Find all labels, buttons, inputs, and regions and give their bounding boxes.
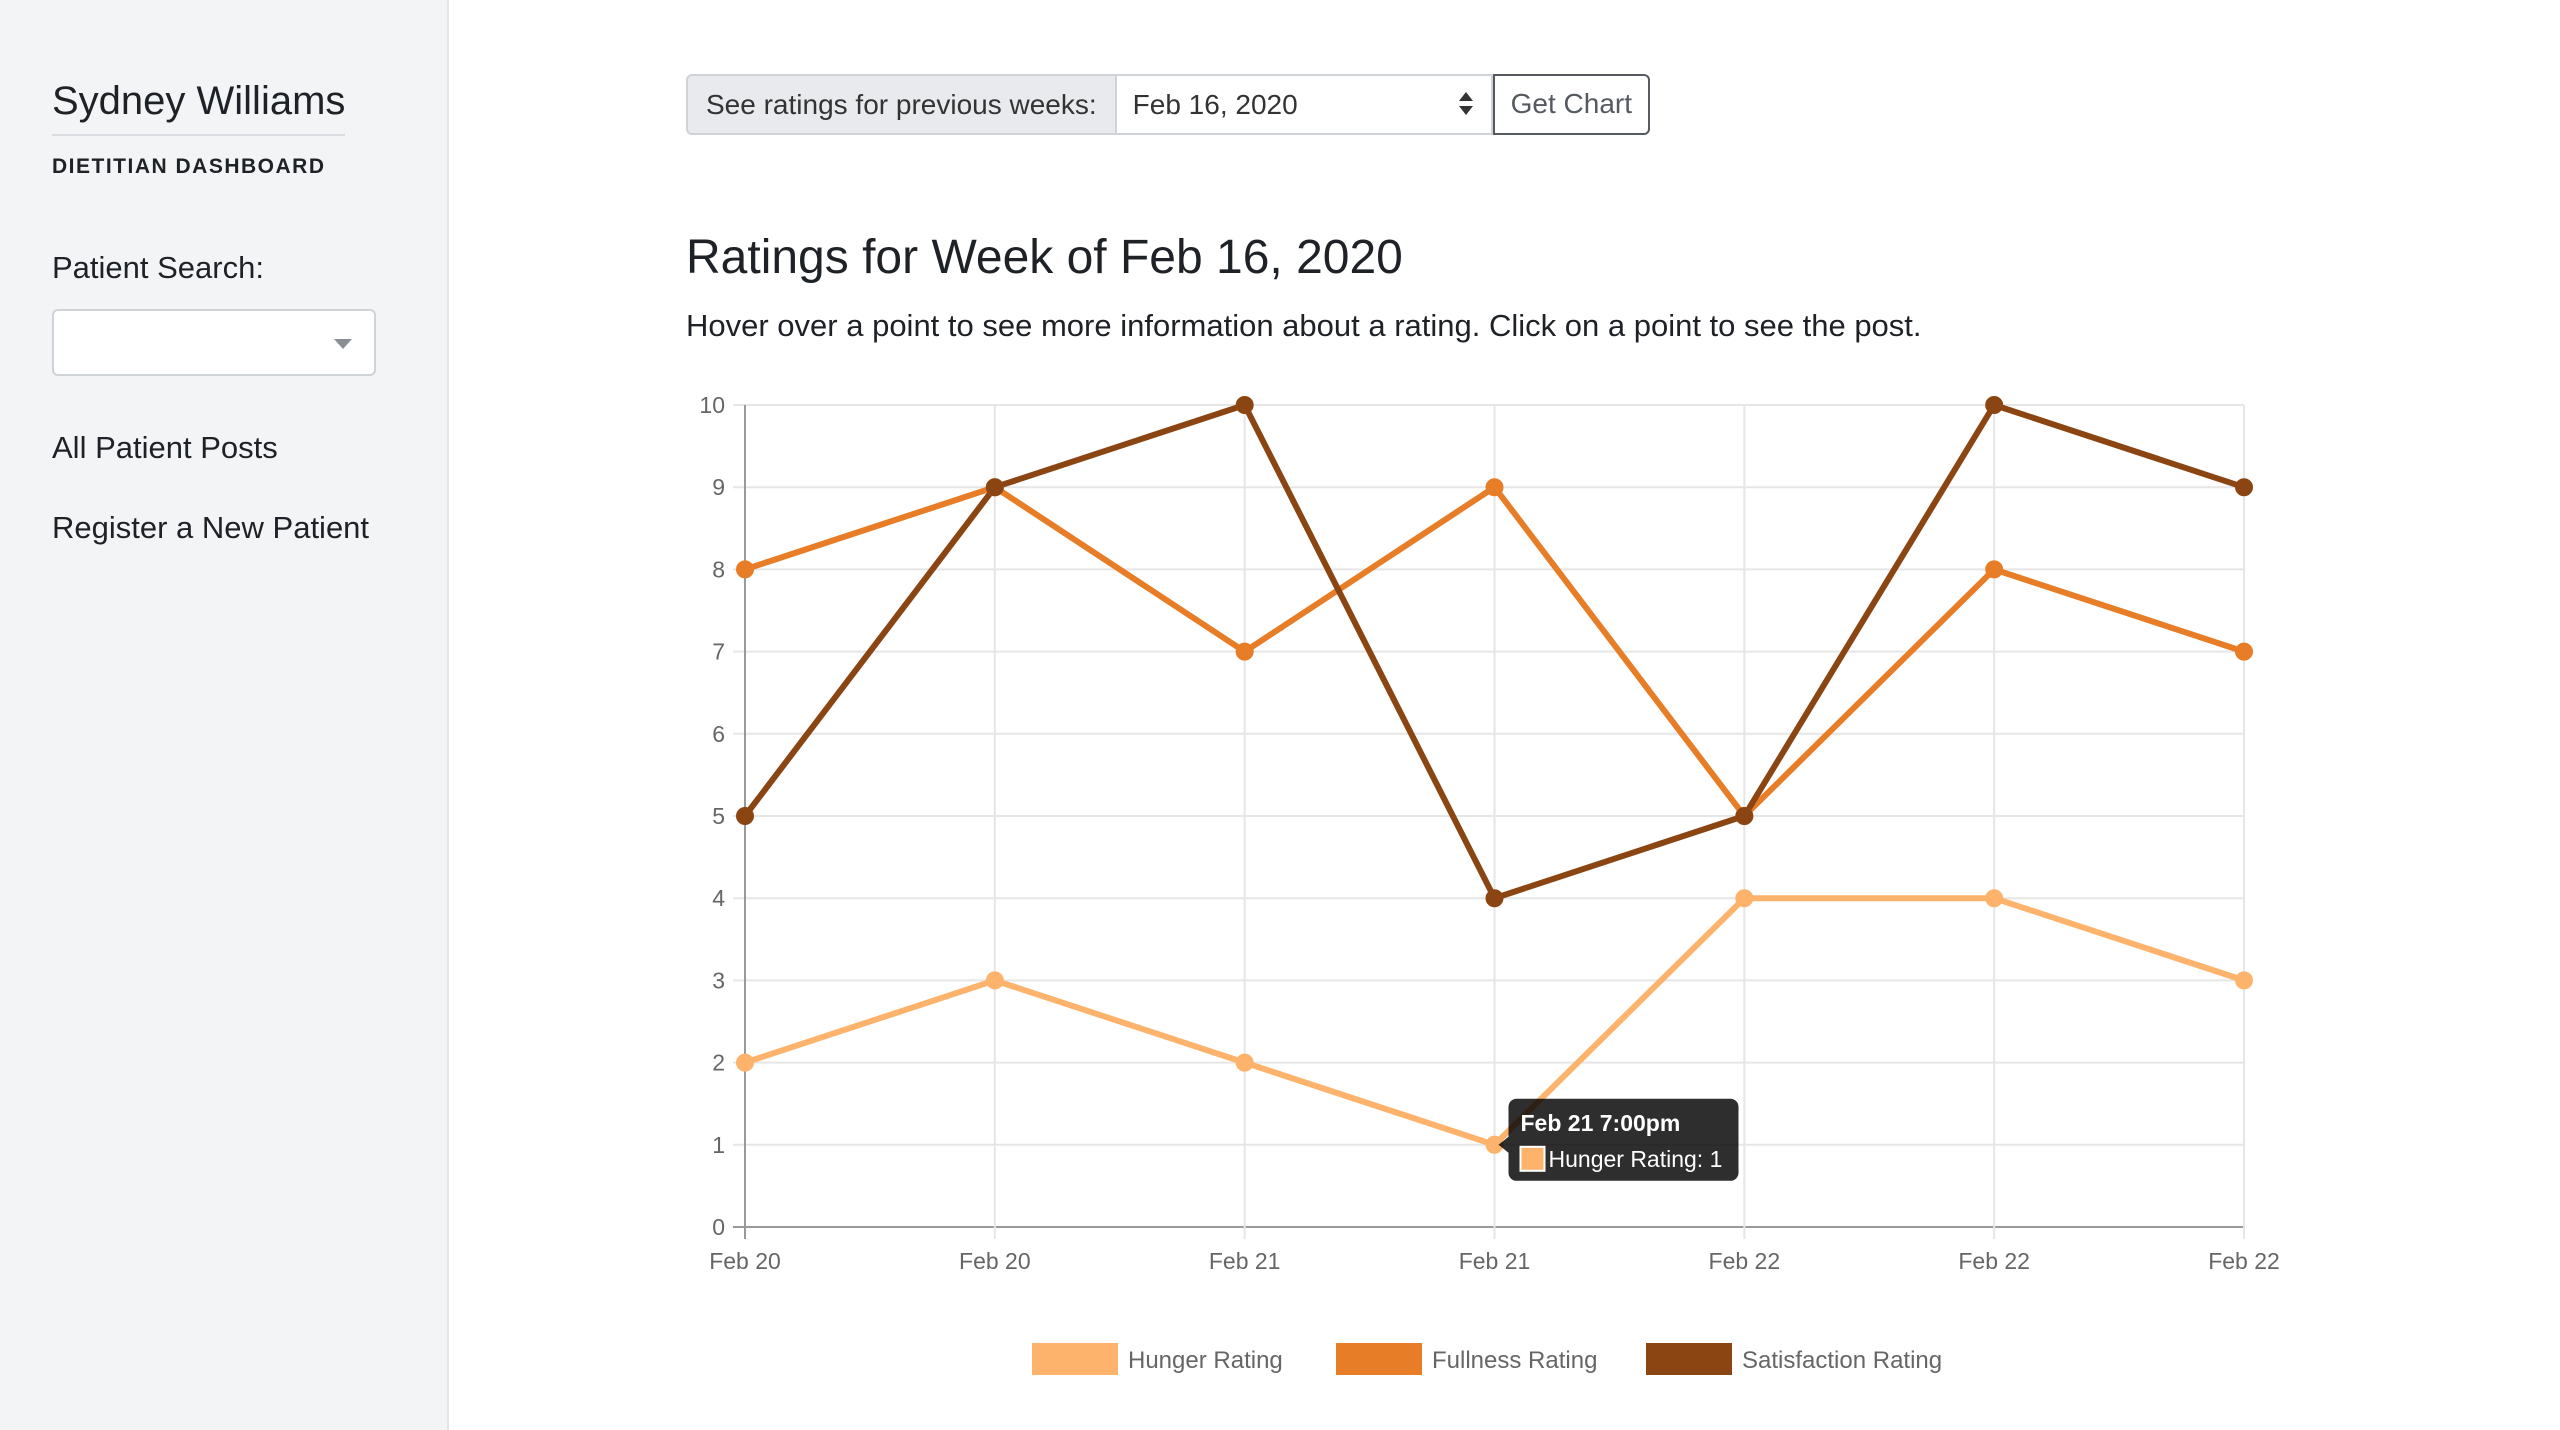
week-picker-label: See ratings for previous weeks: xyxy=(686,74,1115,135)
patient-search-select[interactable] xyxy=(52,309,376,376)
x-tick-label: Feb 20 xyxy=(709,1248,781,1274)
dashboard-label: DIETITIAN DASHBOARD xyxy=(52,155,326,178)
x-tick-label: Feb 20 xyxy=(959,1248,1031,1274)
sidebar: Sydney Williams DIETITIAN DASHBOARD Pati… xyxy=(0,0,449,1430)
data-point[interactable] xyxy=(2235,642,2253,661)
data-point[interactable] xyxy=(2235,971,2253,990)
data-point[interactable] xyxy=(1235,1053,1254,1072)
x-tick-label: Feb 21 xyxy=(1459,1248,1531,1274)
tooltip-title: Feb 21 7:00pm xyxy=(1521,1110,1681,1136)
patient-search-label: Patient Search: xyxy=(52,250,264,285)
tooltip-box xyxy=(1508,1098,1739,1181)
tooltip-swatch xyxy=(1519,1145,1546,1172)
y-tick-label: 6 xyxy=(712,721,725,747)
get-chart-button[interactable]: Get Chart xyxy=(1492,74,1651,135)
chevron-down-icon xyxy=(334,339,352,349)
week-select[interactable]: Feb 16, 2020 xyxy=(1114,74,1493,135)
week-picker: See ratings for previous weeks: Feb 16, … xyxy=(686,74,1651,135)
tooltip-label: Hunger Rating: 1 xyxy=(1549,1146,1723,1172)
week-select-value: Feb 16, 2020 xyxy=(1132,89,1298,120)
y-tick-label: 4 xyxy=(712,885,725,911)
data-point[interactable] xyxy=(1485,889,1504,908)
data-point[interactable] xyxy=(985,478,1004,497)
legend-swatch[interactable] xyxy=(1336,1343,1422,1375)
nav-all-patient-posts[interactable]: All Patient Posts xyxy=(52,430,278,465)
chart-instructions: Hover over a point to see more informati… xyxy=(686,308,1922,343)
y-tick-label: 10 xyxy=(699,392,725,418)
x-tick-label: Feb 21 xyxy=(1209,1248,1281,1274)
data-point[interactable] xyxy=(1985,396,2004,414)
data-point[interactable] xyxy=(736,807,754,825)
user-name: Sydney Williams xyxy=(52,76,346,136)
data-point[interactable] xyxy=(1985,560,2004,579)
data-point[interactable] xyxy=(2235,478,2253,497)
chart-title: Ratings for Week of Feb 16, 2020 xyxy=(686,231,1403,284)
x-tick-label: Feb 22 xyxy=(1958,1248,2030,1274)
y-tick-label: 9 xyxy=(712,474,725,500)
nav-register-new-patient[interactable]: Register a New Patient xyxy=(52,510,370,545)
data-point[interactable] xyxy=(736,560,754,579)
tooltip-caret xyxy=(1498,1136,1509,1153)
data-point[interactable] xyxy=(1735,807,1754,825)
data-point[interactable] xyxy=(1485,478,1504,497)
y-tick-label: 1 xyxy=(712,1132,725,1158)
y-tick-label: 7 xyxy=(712,639,725,665)
data-point[interactable] xyxy=(985,971,1004,990)
data-point[interactable] xyxy=(736,1053,754,1072)
x-tick-label: Feb 22 xyxy=(2208,1248,2280,1274)
y-tick-label: 0 xyxy=(712,1214,725,1240)
legend-label[interactable]: Hunger Rating xyxy=(1128,1347,1283,1374)
data-point[interactable] xyxy=(1235,642,1254,661)
legend-swatch[interactable] xyxy=(1032,1343,1118,1375)
legend-label[interactable]: Fullness Rating xyxy=(1432,1347,1597,1374)
data-point[interactable] xyxy=(1985,889,2004,908)
legend-label[interactable]: Satisfaction Rating xyxy=(1742,1347,1942,1374)
y-tick-label: 5 xyxy=(712,803,725,829)
x-tick-label: Feb 22 xyxy=(1709,1248,1781,1274)
legend-swatch[interactable] xyxy=(1646,1343,1732,1375)
data-point[interactable] xyxy=(1735,889,1754,908)
select-arrows-icon xyxy=(1458,92,1473,118)
y-tick-label: 3 xyxy=(712,967,725,993)
data-point[interactable] xyxy=(1235,396,1254,414)
y-tick-label: 2 xyxy=(712,1050,725,1076)
y-tick-label: 8 xyxy=(712,556,725,582)
